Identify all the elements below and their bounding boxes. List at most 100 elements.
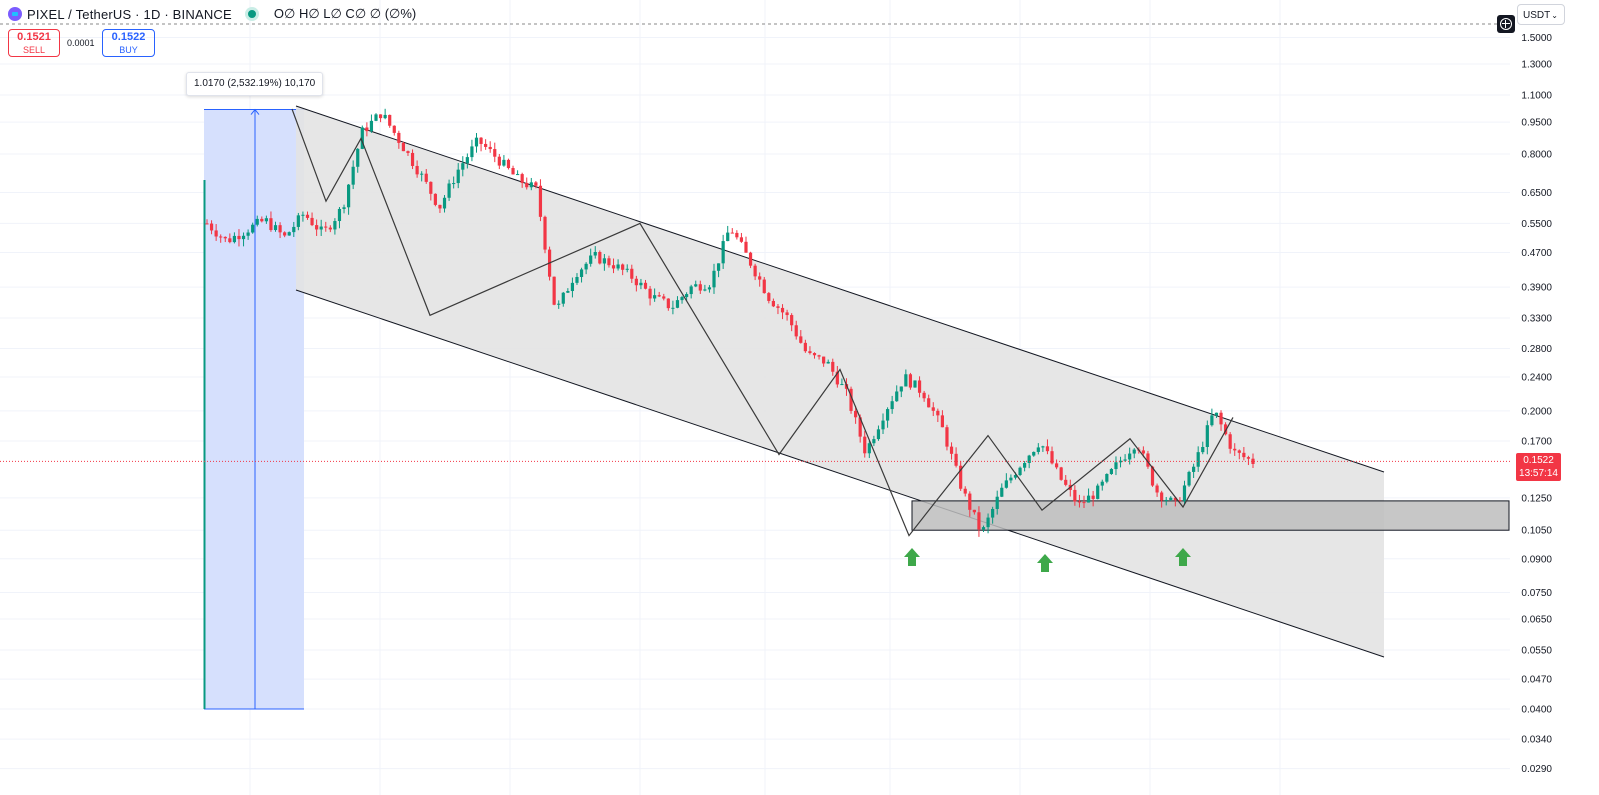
candle-body [251, 224, 255, 233]
arrow-markers [904, 548, 1191, 572]
candle-body [525, 182, 529, 188]
candle-body [232, 235, 237, 243]
price-tick-label: 0.0340 [1521, 735, 1552, 746]
price-tick-label: 0.2800 [1521, 344, 1552, 355]
candle-body [1018, 467, 1022, 476]
candle-body [653, 295, 657, 299]
candle-body [214, 230, 218, 237]
candle-body [991, 508, 995, 518]
candle-body [1073, 489, 1077, 502]
candle-body [1146, 453, 1150, 467]
candle-body [657, 295, 661, 297]
candle-body [611, 265, 616, 269]
up-arrow-icon [904, 548, 920, 566]
ohlc-values: O∅ H∅ L∅ C∅ ∅ (∅%) [273, 6, 417, 21]
candle-body [780, 307, 785, 313]
price-tick-label: 0.9500 [1521, 118, 1552, 129]
sell-button[interactable]: 0.1521 SELL [8, 29, 60, 57]
price-tick-label: 1.1000 [1521, 91, 1552, 102]
price-tick-label: 0.0900 [1521, 554, 1552, 565]
candle-body [1077, 501, 1082, 503]
candle-body [1187, 471, 1191, 486]
candle-body [762, 279, 766, 294]
candle-body [470, 146, 474, 158]
candle-body [703, 289, 707, 291]
candle-body [360, 127, 364, 149]
candle-body [1032, 451, 1036, 456]
candle-body [812, 353, 817, 356]
candle-body [1064, 479, 1068, 485]
candle-body [319, 226, 323, 230]
candle-body [315, 225, 319, 230]
live-status-icon [247, 10, 256, 18]
candle-body [305, 214, 310, 218]
candle-body [452, 183, 456, 185]
candle-body [1169, 497, 1173, 500]
measure-label: 1.0170 (2,532.19%) 10,170 [186, 72, 324, 96]
price-tick-label: 0.6500 [1521, 188, 1552, 199]
candle-body [456, 169, 460, 184]
candle-body [570, 282, 575, 292]
candle-body [1123, 459, 1127, 461]
candle-body [1082, 502, 1086, 504]
price-tick-label: 0.1700 [1521, 436, 1552, 447]
candle-body [223, 236, 227, 239]
candle-body [461, 163, 465, 170]
candle-body [1237, 450, 1241, 453]
candle-body [1251, 458, 1255, 464]
up-arrow-icon [1175, 548, 1191, 566]
candle-body [511, 168, 515, 175]
up-arrow-icon [1037, 554, 1053, 572]
candle-body [840, 384, 844, 386]
candle-body [863, 436, 867, 454]
candle-body [940, 415, 944, 428]
candle-body [516, 174, 520, 176]
candle-body [685, 294, 689, 298]
candle-body [1023, 462, 1027, 468]
candle-body [917, 380, 922, 393]
candle-body [1009, 477, 1013, 481]
price-tick-label: 0.3300 [1521, 314, 1552, 325]
candle-body [579, 269, 584, 277]
sell-label: SELL [22, 45, 46, 55]
measure-tool [203, 108, 304, 710]
price-tick-label: 1.3000 [1521, 60, 1552, 71]
candle-body [1000, 487, 1004, 497]
candle-body [1242, 452, 1246, 458]
candle-body [1228, 434, 1232, 449]
candle-body [739, 237, 744, 242]
candle-body [671, 307, 675, 309]
symbol-title[interactable]: PIXEL / TetherUS · 1D · BINANCE [27, 6, 232, 22]
candle-body [292, 226, 296, 233]
candle-body [876, 429, 881, 440]
buy-button[interactable]: 0.1522 BUY [102, 29, 155, 57]
candle-body [1196, 452, 1200, 467]
candle-body [662, 296, 666, 299]
candle-body [269, 218, 273, 231]
price-tick-label: 0.2000 [1521, 406, 1552, 417]
add-plus-icon[interactable] [1497, 15, 1515, 33]
candle-body [1182, 485, 1187, 501]
candle-body [420, 173, 424, 175]
candle-body [867, 443, 871, 454]
candle-body [1114, 462, 1118, 470]
candle-body [593, 251, 597, 256]
candle-body [1045, 446, 1050, 452]
candle-body [552, 276, 556, 305]
candle-body [415, 165, 419, 175]
candle-body [890, 401, 894, 410]
candle-body [872, 439, 876, 444]
candle-body [881, 420, 885, 430]
candle-body [410, 152, 415, 166]
buy-price: 0.1522 [111, 31, 146, 43]
buy-label: BUY [119, 45, 138, 55]
currency-label: USDT [1523, 10, 1551, 21]
zigzag-pattern [291, 108, 1234, 537]
candle-body [388, 114, 392, 126]
price-tick-label: 0.0650 [1521, 615, 1552, 626]
candle-body [447, 183, 451, 198]
candle-body [356, 148, 360, 167]
measure-arrowhead [250, 108, 260, 115]
currency-selector[interactable]: USDT ⌄ [1517, 4, 1565, 25]
